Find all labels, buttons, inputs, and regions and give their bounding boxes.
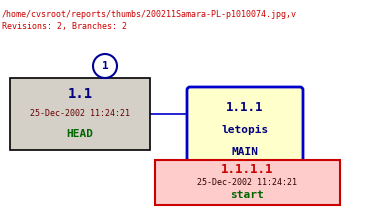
- Text: 1.1: 1.1: [67, 87, 92, 101]
- Text: 1.1.1.1: 1.1.1.1: [221, 163, 274, 176]
- Text: letopis: letopis: [221, 125, 269, 135]
- Text: 1: 1: [102, 61, 108, 71]
- Text: start: start: [231, 190, 264, 200]
- Text: 25-Dec-2002 11:24:21: 25-Dec-2002 11:24:21: [197, 178, 297, 187]
- Text: /home/cvsroot/reports/thumbs/200211Samara-PL-p1010074.jpg,v: /home/cvsroot/reports/thumbs/200211Samar…: [2, 10, 297, 19]
- FancyBboxPatch shape: [187, 87, 303, 173]
- Text: HEAD: HEAD: [67, 129, 94, 139]
- Circle shape: [93, 54, 117, 78]
- Bar: [10, 78, 150, 150]
- Text: 25-Dec-2002 11:24:21: 25-Dec-2002 11:24:21: [30, 110, 130, 119]
- Text: MAIN: MAIN: [232, 147, 258, 157]
- Text: Revisions: 2, Branches: 2: Revisions: 2, Branches: 2: [2, 22, 127, 31]
- Text: 1.1.1: 1.1.1: [226, 101, 264, 114]
- Bar: [155, 160, 340, 205]
